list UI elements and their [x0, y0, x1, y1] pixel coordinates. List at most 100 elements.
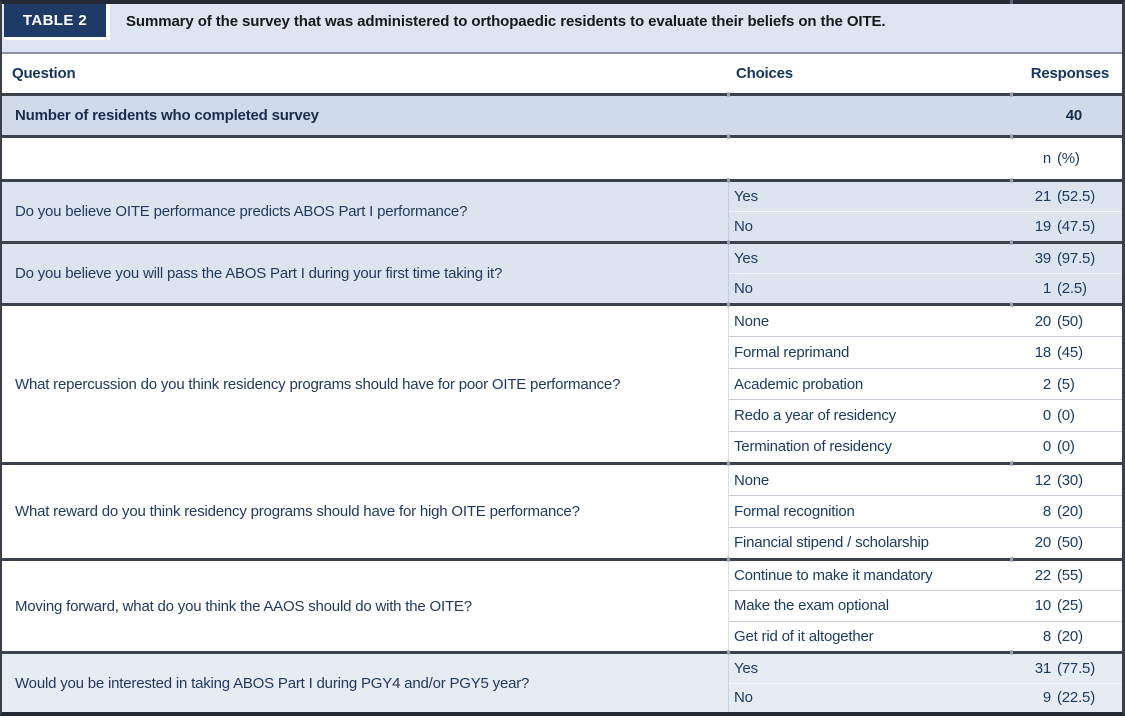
response-pct: (97.5) — [1057, 250, 1095, 267]
choice-row: None 20 (50) — [729, 306, 1122, 336]
choice-label: Financial stipend / scholarship — [734, 534, 929, 552]
response-pct: (2.5) — [1057, 280, 1087, 297]
response-n: 2 — [1042, 375, 1051, 393]
question-text: Would you be interested in taking ABOS P… — [15, 674, 530, 692]
summary-row-label: Number of residents who completed survey — [15, 107, 319, 124]
choice-label: Yes — [734, 250, 758, 267]
choice-row: No 9 (22.5) — [729, 684, 1122, 713]
choice-label: Continue to make it mandatory — [734, 567, 933, 585]
rule — [2, 302, 1122, 307]
question-text: What reward do you think residency progr… — [15, 503, 580, 520]
choice-label: Formal recognition — [734, 502, 855, 520]
rule — [2, 178, 1122, 183]
choice-label: Get rid of it altogether — [734, 627, 874, 645]
choice-label: None — [734, 312, 770, 330]
response-n: 8 — [1042, 627, 1051, 645]
rule — [2, 240, 1122, 245]
row-separator — [729, 211, 1122, 212]
choices-column: None 20 (50) Formal reprimand 18 (45) Academ… — [728, 306, 1122, 462]
question-block-6: Would you be interested in taking ABOS P… — [2, 654, 1122, 712]
response-pct: (52.5) — [1057, 188, 1095, 205]
choice-label: Redo a year of residency — [734, 406, 896, 424]
response-n: 20 — [1034, 312, 1051, 330]
row-separator — [729, 430, 1122, 432]
choice-row: Termination of residency 0 (0) — [729, 432, 1122, 462]
choice-row: Financial stipend / scholarship 20 (50) — [729, 528, 1122, 558]
choice-label: Yes — [734, 659, 758, 677]
response-n: 19 — [1034, 218, 1051, 235]
summary-row: Number of residents who completed survey… — [2, 96, 1122, 135]
choices-column: Yes 31 (77.5) No 9 (22.5) — [728, 654, 1122, 712]
response-n: 31 — [1034, 659, 1051, 677]
question-text: Moving forward, what do you think the AA… — [15, 597, 472, 615]
response-pct: (77.5) — [1057, 659, 1095, 677]
question-text: Do you believe you will pass the ABOS Pa… — [15, 265, 503, 282]
row-separator — [729, 620, 1122, 622]
column-header-choices: Choices — [736, 65, 793, 82]
response-n: 8 — [1042, 502, 1051, 520]
column-header-question: Question — [12, 65, 76, 82]
response-pct: (55) — [1057, 567, 1083, 585]
question-block-1: Do you believe OITE performance predicts… — [2, 182, 1122, 241]
choice-row: Yes 31 (77.5) — [729, 654, 1122, 683]
response-pct: (0) — [1057, 406, 1075, 424]
column-divider-tick — [1010, 0, 1013, 7]
rule — [2, 557, 1122, 562]
response-pct: (20) — [1057, 502, 1083, 520]
question-text: What repercussion do you think residency… — [15, 375, 621, 393]
choice-row: Yes 21 (52.5) — [729, 182, 1122, 211]
response-pct: (50) — [1057, 534, 1083, 552]
row-separator — [729, 273, 1122, 274]
question-block-4: What reward do you think residency progr… — [2, 465, 1122, 558]
response-n: 20 — [1034, 534, 1051, 552]
unit-row: n (%) — [2, 138, 1122, 179]
response-pct: (25) — [1057, 597, 1083, 615]
response-n: 0 — [1042, 406, 1051, 424]
choices-column: Yes 39 (97.5) No 1 (2.5) — [728, 244, 1122, 303]
response-n: 1 — [1042, 280, 1051, 297]
unit-pct-label: (%) — [1057, 150, 1080, 167]
table-number-badge: TABLE 2 — [4, 4, 110, 40]
choice-row: Get rid of it altogether 8 (20) — [729, 622, 1122, 651]
table-header-band: TABLE 2 Summary of the survey that was a… — [2, 4, 1122, 52]
row-separator — [729, 590, 1122, 592]
choice-row: No 19 (47.5) — [729, 212, 1122, 241]
response-n: 0 — [1042, 438, 1051, 456]
response-n: 12 — [1034, 471, 1051, 489]
rule — [2, 461, 1122, 466]
choice-label: No — [734, 280, 753, 297]
choice-label: Yes — [734, 188, 758, 205]
column-header-row: Question Choices Responses — [2, 54, 1122, 93]
question-block-5: Moving forward, what do you think the AA… — [2, 561, 1122, 651]
choice-row: Make the exam optional 10 (25) — [729, 591, 1122, 620]
unit-n-label: n — [1042, 150, 1051, 167]
table-title: Summary of the survey that was administe… — [126, 13, 886, 30]
choice-row: Continue to make it mandatory 22 (55) — [729, 561, 1122, 590]
choice-label: No — [734, 689, 753, 707]
response-pct: (0) — [1057, 438, 1075, 456]
row-separator — [729, 526, 1122, 528]
response-n: 9 — [1042, 689, 1051, 707]
response-pct: (50) — [1057, 312, 1083, 330]
response-pct: (45) — [1057, 344, 1083, 362]
rule — [2, 134, 1122, 139]
row-separator — [729, 367, 1122, 369]
question-text: Do you believe OITE performance predicts… — [15, 203, 468, 220]
response-n: 18 — [1034, 344, 1051, 362]
response-n: 39 — [1034, 250, 1051, 267]
row-separator — [729, 399, 1122, 401]
choice-row: Formal reprimand 18 (45) — [729, 337, 1122, 367]
response-pct: (22.5) — [1057, 689, 1095, 707]
choice-row: No 1 (2.5) — [729, 274, 1122, 303]
rule — [2, 650, 1122, 655]
response-n: 21 — [1034, 188, 1051, 205]
choice-label: No — [734, 218, 753, 235]
choice-label: Termination of residency — [734, 438, 892, 456]
choice-row: Redo a year of residency 0 (0) — [729, 400, 1122, 430]
response-pct: (5) — [1057, 375, 1075, 393]
column-header-responses: Responses — [1030, 65, 1109, 82]
choice-label: Make the exam optional — [734, 597, 889, 615]
question-block-3: What repercussion do you think residency… — [2, 306, 1122, 462]
